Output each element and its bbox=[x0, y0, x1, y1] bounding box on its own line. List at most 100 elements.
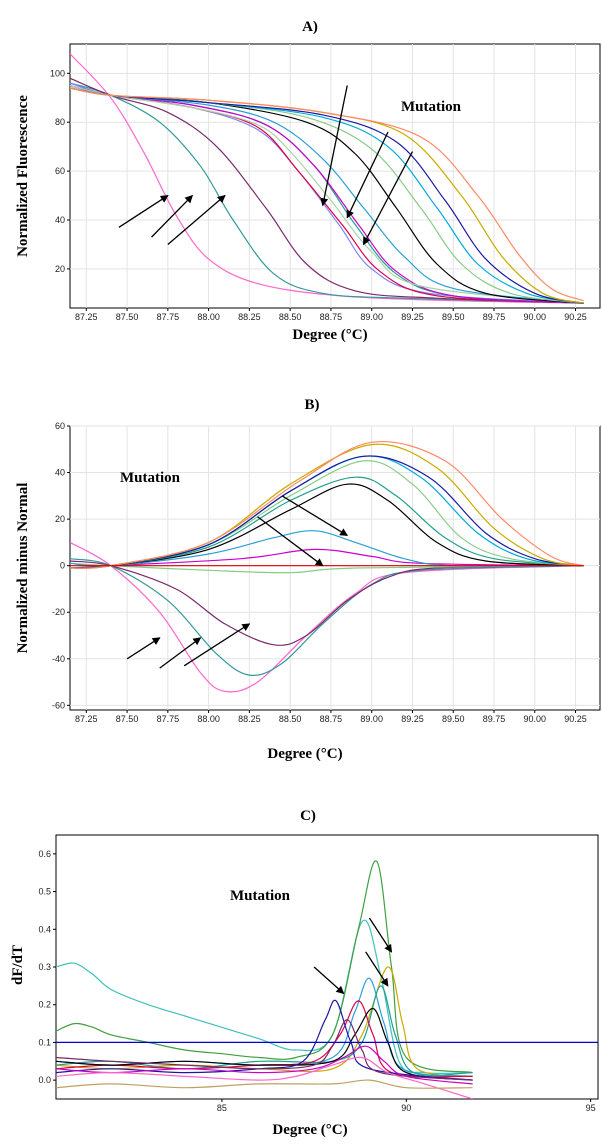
panel-b-series-line-1 bbox=[70, 558, 584, 676]
panel-b-arrow-0 bbox=[126, 637, 161, 660]
panel-a-series-line-1 bbox=[70, 82, 584, 304]
panel-a-x-tick-label: 89.25 bbox=[401, 312, 424, 322]
panel-a-y-tick-label: 40 bbox=[55, 215, 65, 225]
panel-b: B) 87.25 87.50 87.75 88.00 88.25 88.50 88.75 89… bbox=[15, 397, 601, 762]
panel-c-series-line-8 bbox=[56, 1019, 473, 1081]
panel-c-y-tick-label: 0.2 bbox=[38, 1000, 51, 1010]
panel-b-series-line-12 bbox=[70, 440, 584, 569]
panel-b-x-tick-label: 89.25 bbox=[401, 714, 424, 724]
panel-a-x-tick-label: 88.25 bbox=[238, 312, 261, 322]
panel-a-y-tick-label: 80 bbox=[55, 117, 65, 127]
panel-c-arrow-0 bbox=[313, 966, 345, 995]
panel-b-x-tick-label: 88.75 bbox=[320, 714, 343, 724]
panel-a: A) 87.25 87.50 87.75 88.00 88.25 88.50 88.75 89… bbox=[15, 19, 601, 343]
panel-a-plot-area bbox=[69, 43, 601, 309]
panel-b-arrow-2 bbox=[183, 623, 251, 667]
panel-a-series-line-0 bbox=[70, 53, 584, 304]
panel-b-y-tick-label: -40 bbox=[52, 654, 65, 664]
panel-c-series-line-5 bbox=[56, 1000, 473, 1078]
panel-a-arrow-5 bbox=[362, 151, 414, 246]
panel-c-series-line-10 bbox=[56, 1056, 473, 1099]
panel-a-x-axis-label: Degree (°C) bbox=[292, 327, 367, 343]
panel-b-y-tick-label: -20 bbox=[52, 607, 65, 617]
panel-a-x-tick-label: 87.50 bbox=[116, 312, 139, 322]
panel-b-x-tick-label: 89.00 bbox=[360, 714, 383, 724]
panel-c-y-tick-label: 0.3 bbox=[38, 962, 51, 972]
panel-c-marks: 85 90 95 0.0 0.1 0.2 0.3 0.4 0.5 0.6 bbox=[38, 849, 598, 1113]
panel-b-arrow-3 bbox=[257, 516, 324, 567]
panel-a-marks: 87.25 87.50 87.75 88.00 88.25 88.50 88.75 89.00… bbox=[50, 44, 600, 322]
panel-b-x-tick-label: 88.00 bbox=[197, 714, 220, 724]
panel-a-arrow-3 bbox=[320, 85, 348, 207]
panel-b-y-tick-label: 20 bbox=[55, 514, 65, 524]
panel-a-arrow-4 bbox=[346, 131, 389, 219]
panel-c-y-tick-label: 0.5 bbox=[38, 887, 51, 897]
panel-b-x-tick-label: 87.75 bbox=[157, 714, 180, 724]
panel-c-series-line-4 bbox=[56, 985, 473, 1076]
panel-a-series-group bbox=[70, 53, 584, 304]
panel-b-title: B) bbox=[305, 397, 320, 413]
panel-c-series-line-11 bbox=[56, 1079, 473, 1089]
panel-b-x-tick-label: 87.25 bbox=[75, 714, 98, 724]
panel-a-y-tick-label: 60 bbox=[55, 166, 65, 176]
panel-a-series-line-2 bbox=[70, 77, 584, 304]
panel-c-series-line-1 bbox=[56, 860, 473, 1074]
panel-c-y-tick-label: 0.1 bbox=[38, 1037, 51, 1047]
panel-c-x-tick-label: 85 bbox=[217, 1103, 227, 1113]
panel-a-y-tick-label: 100 bbox=[50, 68, 65, 78]
panel-c-series-group bbox=[56, 860, 598, 1099]
panel-b-series-line-0 bbox=[70, 541, 584, 693]
panel-c-y-tick-label: 0.4 bbox=[38, 924, 51, 934]
panel-a-series-line-7 bbox=[70, 85, 584, 304]
panel-b-marks: 87.25 87.50 87.75 88.00 88.25 88.50 88.75 89.00… bbox=[52, 421, 600, 724]
panel-c-y-tick-label: 0.6 bbox=[38, 849, 51, 859]
panel-a-arrow-0 bbox=[118, 195, 169, 228]
panel-a-x-tick-label: 89.50 bbox=[442, 312, 465, 322]
panel-c-series-line-9 bbox=[56, 1045, 473, 1085]
panel-a-mutation-label: Mutation bbox=[401, 99, 462, 115]
panel-c-arrow-2 bbox=[365, 951, 389, 987]
panel-b-x-axis-label: Degree (°C) bbox=[267, 746, 342, 762]
panel-a-y-axis-label: Normalized Fluorescence bbox=[15, 95, 31, 257]
panel-a-x-tick-label: 90.00 bbox=[524, 312, 547, 322]
panel-b-x-tick-label: 87.50 bbox=[116, 714, 139, 724]
panel-a-y-tick-label: 20 bbox=[55, 264, 65, 274]
panel-a-title: A) bbox=[302, 19, 318, 35]
panel-b-y-tick-label: -60 bbox=[52, 700, 65, 710]
panel-c-x-axis-label: Degree (°C) bbox=[272, 1122, 347, 1138]
panel-b-x-tick-label: 88.25 bbox=[238, 714, 261, 724]
panel-b-x-tick-label: 90.00 bbox=[524, 714, 547, 724]
panel-b-x-tick-label: 89.50 bbox=[442, 714, 465, 724]
panel-c-y-tick-label: 0.0 bbox=[38, 1075, 51, 1085]
panel-b-y-tick-label: 40 bbox=[55, 468, 65, 478]
panel-a-x-tick-label: 88.00 bbox=[197, 312, 220, 322]
panel-b-mutation-label: Mutation bbox=[120, 470, 181, 486]
panel-b-series-line-2 bbox=[70, 560, 584, 646]
panel-a-x-tick-label: 87.75 bbox=[157, 312, 180, 322]
panel-c-mutation-label: Mutation bbox=[230, 888, 291, 904]
panel-a-x-tick-label: 88.75 bbox=[320, 312, 343, 322]
panel-c-title: C) bbox=[300, 808, 316, 824]
panel-b-x-tick-label: 90.25 bbox=[564, 714, 587, 724]
panel-b-y-axis-label: Normalized minus Normal bbox=[15, 483, 31, 654]
panel-b-y-tick-label: 60 bbox=[55, 421, 65, 431]
panel-c-arrow-1 bbox=[368, 917, 393, 953]
panel-b-series-group bbox=[70, 440, 584, 693]
panel-b-x-tick-label: 88.50 bbox=[279, 714, 302, 724]
panel-a-series-line-14 bbox=[70, 87, 584, 302]
panel-a-x-tick-label: 87.25 bbox=[75, 312, 98, 322]
panel-a-x-tick-label: 89.00 bbox=[360, 312, 383, 322]
panel-b-arrow-4 bbox=[281, 495, 349, 536]
panel-a-x-tick-label: 90.25 bbox=[564, 312, 587, 322]
panel-c-x-tick-label: 90 bbox=[401, 1103, 411, 1113]
panel-c-y-axis-label: dF/dT bbox=[10, 945, 26, 985]
panel-a-arrow-1 bbox=[151, 194, 194, 238]
panel-b-arrow-1 bbox=[159, 637, 202, 669]
panel-c-x-tick-label: 95 bbox=[586, 1103, 596, 1113]
panel-a-x-tick-label: 88.50 bbox=[279, 312, 302, 322]
panel-a-arrow-2 bbox=[167, 194, 226, 245]
panel-c: C) 85 90 950.00.10.20.30.40.50.6 Mutation … bbox=[10, 808, 599, 1138]
panel-a-series-line-12 bbox=[70, 87, 584, 304]
panel-b-x-tick-label: 89.75 bbox=[483, 714, 506, 724]
